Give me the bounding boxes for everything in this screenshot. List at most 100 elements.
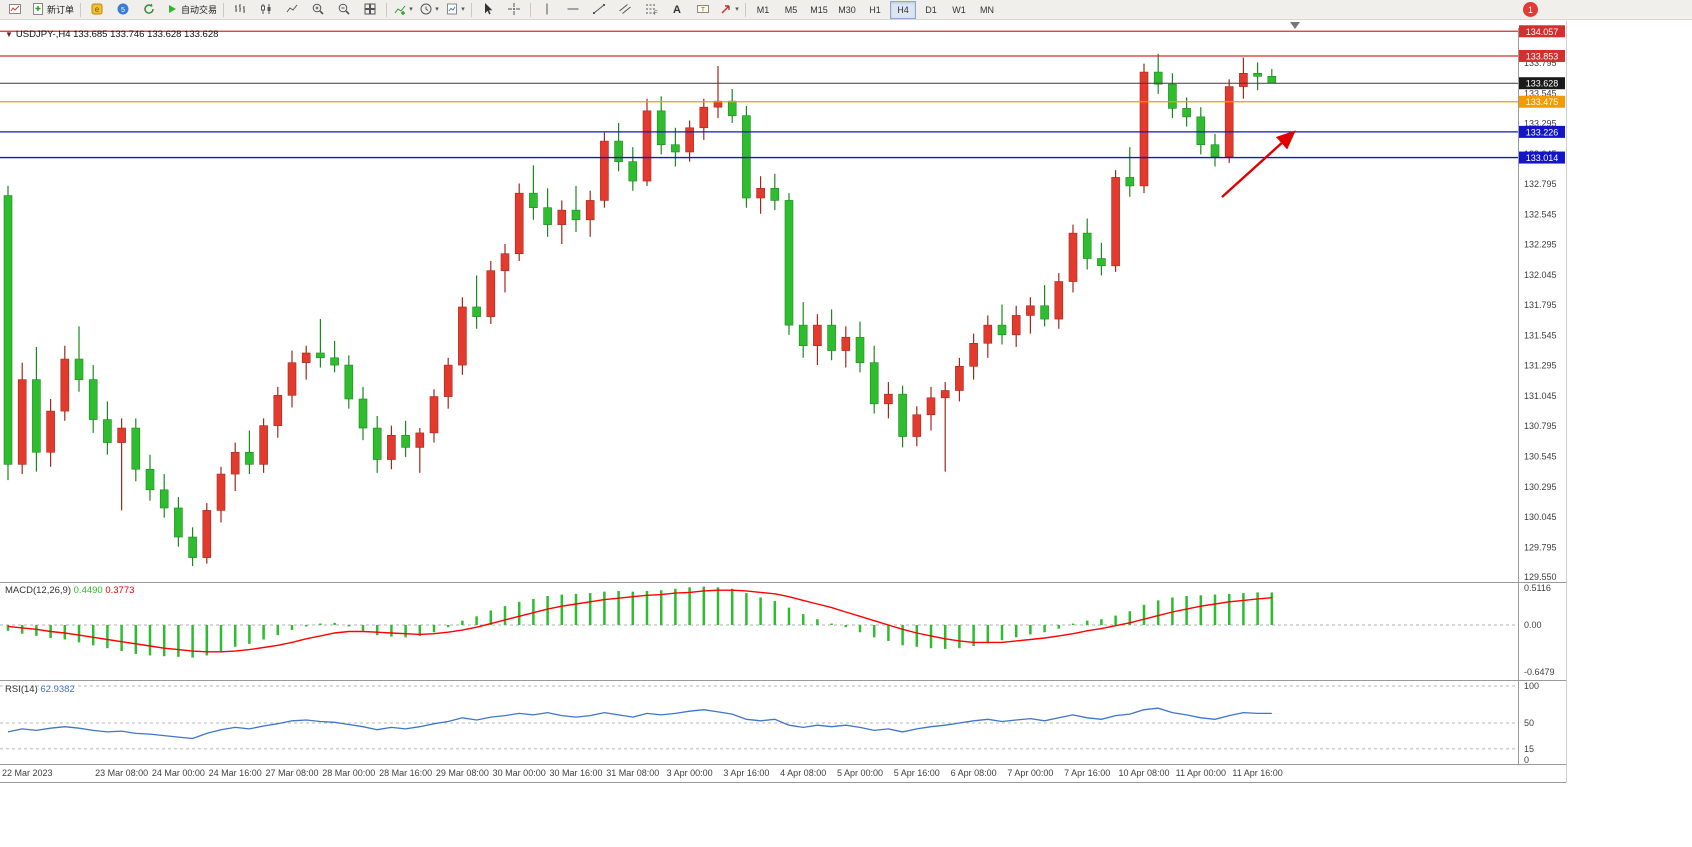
candle <box>202 503 212 564</box>
toolbar-separator <box>471 2 473 17</box>
channel-tool-button[interactable] <box>612 0 638 20</box>
text-label-tool-button[interactable]: T <box>690 0 716 20</box>
price-line-label-133.014: 133.014 <box>1519 151 1565 164</box>
timeframe-button-d1[interactable]: D1 <box>925 4 937 15</box>
fibonacci-tool-button[interactable]: F <box>638 0 664 20</box>
candle <box>969 333 978 380</box>
new-chart-button[interactable] <box>2 0 28 20</box>
trend-arrow-annotation[interactable] <box>1221 130 1296 198</box>
candle <box>1111 170 1120 272</box>
mql5-community-button[interactable]: 5 <box>110 0 136 20</box>
price-axis-label: 133.295 <box>1524 119 1557 129</box>
price-axis-label: 131.545 <box>1524 330 1557 340</box>
candle <box>174 497 183 547</box>
horizontal-line-tool-button[interactable] <box>560 0 586 20</box>
timeframe-button-m1[interactable]: M1 <box>756 4 770 15</box>
candle <box>287 350 297 408</box>
candle <box>32 346 41 472</box>
time-axis[interactable]: 22 Mar 2023 23 Mar 08:00 24 Mar 00:00 24 Ma… <box>2 768 1283 778</box>
text-tool-button[interactable]: A <box>664 0 690 20</box>
line-chart-mode-button[interactable] <box>279 0 305 20</box>
candle <box>912 406 922 447</box>
vertical-line-tool-button[interactable] <box>534 0 560 20</box>
line-chart-icon <box>285 2 299 18</box>
timeframe-button-mn[interactable]: MN <box>980 4 995 15</box>
arrows-tool-button[interactable]: ▾ <box>716 0 742 20</box>
notification-badge[interactable]: 1 <box>1523 2 1538 17</box>
candle <box>230 442 240 492</box>
candle <box>1253 62 1262 91</box>
price-axis-label: 130.045 <box>1524 512 1557 522</box>
candle <box>74 326 84 392</box>
candle <box>685 120 694 162</box>
trendline-tool-button[interactable] <box>586 0 612 20</box>
candle <box>60 345 70 421</box>
time-axis-label: 4 Apr 08:00 <box>780 768 826 778</box>
candle <box>1125 147 1135 197</box>
refresh-button[interactable] <box>136 0 162 20</box>
candle <box>798 302 808 358</box>
svg-text:e: e <box>95 5 100 14</box>
price-axis-label: 133.545 <box>1524 88 1557 98</box>
timeframe-button-m30[interactable]: M30 <box>838 4 856 15</box>
candle <box>88 365 98 433</box>
candle <box>273 386 283 438</box>
crosshair-tool-button[interactable] <box>501 0 527 20</box>
price-axis[interactable]: 133.795133.545133.295133.045132.795132.5… <box>1524 58 1557 582</box>
price-axis-label: 129.550 <box>1524 572 1557 582</box>
chart-shift-marker[interactable] <box>1290 22 1300 29</box>
timeframe-button-h4[interactable]: H4 <box>890 0 917 19</box>
candle <box>926 386 936 431</box>
candle <box>997 304 1007 345</box>
svg-text:T: T <box>701 7 705 13</box>
svg-text:133.226: 133.226 <box>1526 127 1559 137</box>
candle <box>671 127 680 167</box>
timeframe-button-h1[interactable]: H1 <box>869 4 881 15</box>
price-axis-label: 132.045 <box>1524 270 1557 280</box>
collapse-triangle-icon[interactable]: ▼ <box>5 29 13 39</box>
metaeditor-icon: e <box>90 2 104 18</box>
indicators-icon <box>393 2 407 18</box>
time-axis-label: 10 Apr 08:00 <box>1118 768 1169 778</box>
bar-chart-mode-button[interactable] <box>227 0 253 20</box>
tile-windows-button[interactable] <box>357 0 383 20</box>
time-axis-label: 23 Mar 08:00 <box>95 768 148 778</box>
time-axis-label: 5 Apr 00:00 <box>837 768 883 778</box>
candle <box>1267 68 1277 84</box>
templates-button[interactable]: ▾ <box>442 0 468 20</box>
macd-axis-label: -0.6479 <box>1524 667 1555 677</box>
new-order-button[interactable]: 新订单 <box>28 0 77 20</box>
time-axis-label: 24 Mar 00:00 <box>152 768 205 778</box>
candle <box>330 340 339 373</box>
zoom-in-button[interactable] <box>305 0 331 20</box>
periods-button[interactable]: ▾ <box>416 0 442 20</box>
svg-text:133.628: 133.628 <box>1526 79 1559 89</box>
indicators-button[interactable]: ▾ <box>390 0 416 20</box>
candlestick-mode-button[interactable] <box>253 0 279 20</box>
svg-text:133.014: 133.014 <box>1526 153 1559 163</box>
candle <box>699 98 709 140</box>
candle <box>415 428 425 473</box>
candle <box>855 321 865 373</box>
autotrading-button[interactable]: 自动交易 <box>162 0 220 20</box>
toolbar-separator <box>223 2 225 17</box>
zoom-out-icon <box>337 2 351 18</box>
macd-main-value: 0.4490 <box>73 585 103 596</box>
time-axis-label: 3 Apr 16:00 <box>723 768 769 778</box>
price-line-label-133.628: 133.628 <box>1519 77 1565 90</box>
candle <box>514 183 524 261</box>
candle <box>770 173 780 211</box>
macd-axis-label: 0.5116 <box>1524 583 1551 593</box>
timeframe-button-w1[interactable]: W1 <box>952 4 966 15</box>
rsi-axis-label: 0 <box>1524 755 1529 765</box>
timeframe-button-m15[interactable]: M15 <box>810 4 828 15</box>
time-axis-label: 29 Mar 08:00 <box>436 768 489 778</box>
metaeditor-button[interactable]: e <box>84 0 110 20</box>
timeframe-button-m5[interactable]: M5 <box>784 4 798 15</box>
zoom-out-button[interactable] <box>331 0 357 20</box>
chevron-down-icon: ▾ <box>461 6 465 13</box>
cursor-tool-button[interactable] <box>475 0 501 20</box>
candle <box>1139 63 1149 194</box>
